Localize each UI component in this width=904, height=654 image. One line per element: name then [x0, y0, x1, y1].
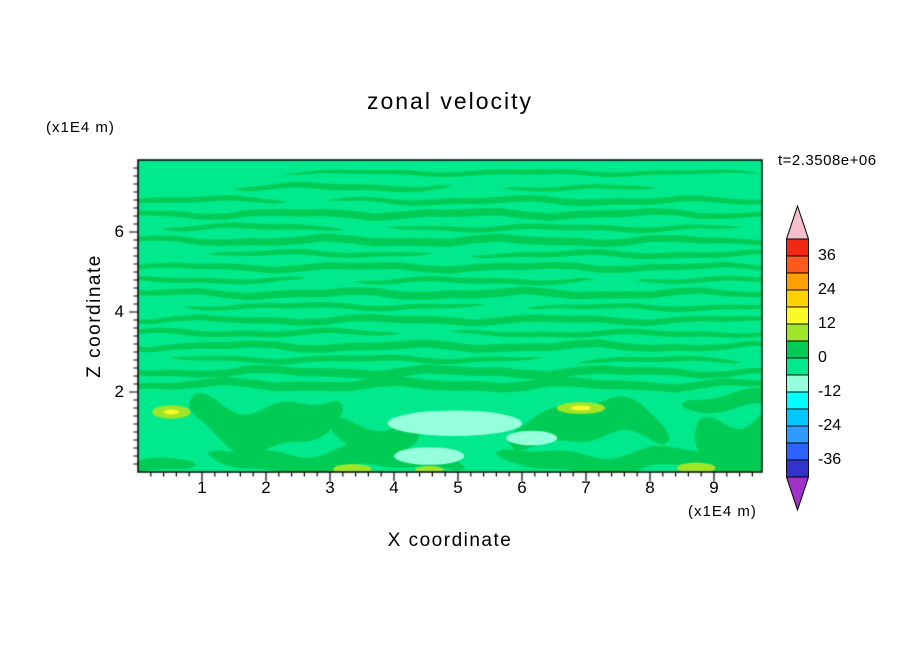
y-tick-label: 2	[114, 382, 124, 401]
colorbar-tick-label: -24	[818, 417, 842, 434]
x-tick-label: 2	[261, 478, 271, 497]
colorbar-tick-label: 0	[818, 349, 827, 366]
y-axis-unit-label: (x1E4 m)	[46, 119, 115, 136]
page-title: zonal velocity	[366, 88, 534, 114]
x-tick-label: 8	[645, 478, 655, 497]
x-axis-title: X coordinate	[387, 530, 513, 551]
x-axis-unit-label: (x1E4 m)	[688, 503, 757, 520]
colorbar-tick-label: 36	[818, 247, 836, 264]
colorbar-tick-label: -12	[818, 383, 842, 400]
time-annotation: t=2.3508e+06	[778, 152, 877, 169]
x-tick-label: 5	[453, 478, 463, 497]
x-tick-label: 6	[517, 478, 527, 497]
y-tick-label: 6	[114, 222, 124, 241]
colorbar-tick-label: 24	[818, 281, 836, 298]
x-tick-label: 9	[709, 478, 719, 497]
x-tick-label: 1	[197, 478, 207, 497]
x-tick-label: 4	[389, 478, 399, 497]
colorbar	[786, 205, 809, 511]
colorbar-tick-label: -36	[818, 451, 842, 468]
y-tick-label: 4	[114, 302, 124, 321]
colorbar-tick-label: 12	[818, 315, 836, 332]
x-tick-label: 7	[581, 478, 591, 497]
x-tick-label: 3	[325, 478, 335, 497]
contour-plot-canvas	[118, 140, 782, 492]
